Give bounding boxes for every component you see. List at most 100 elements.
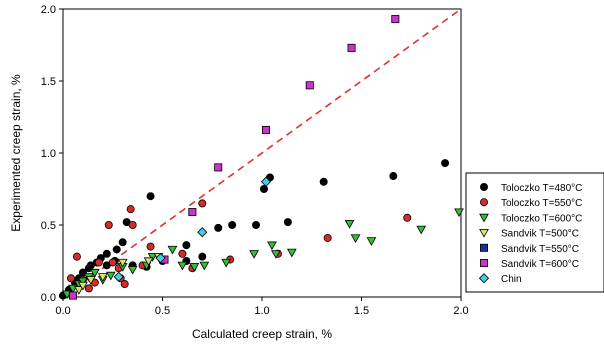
y-tick-label: 1.0 xyxy=(41,148,56,160)
data-point xyxy=(120,280,129,289)
legend-label: Sandvik T=600°C xyxy=(501,259,579,270)
data-point xyxy=(347,43,356,52)
data-point xyxy=(105,271,116,281)
data-point xyxy=(214,223,223,232)
legend-label: Chin xyxy=(501,274,522,285)
data-point xyxy=(260,176,272,187)
data-point xyxy=(104,220,113,229)
data-point xyxy=(261,125,270,134)
data-point xyxy=(102,249,111,258)
data-point xyxy=(199,261,210,271)
data-point xyxy=(97,273,108,282)
data-point xyxy=(78,281,88,291)
data-point xyxy=(271,250,281,259)
data-point xyxy=(68,291,77,300)
x-tick-label: 0.0 xyxy=(55,305,70,317)
series-6 xyxy=(113,176,272,282)
y-tick-label: 0.0 xyxy=(41,292,56,304)
y-tick-label: 1.5 xyxy=(41,76,56,88)
x-tick-label: 0.5 xyxy=(155,305,170,317)
data-point xyxy=(350,234,361,243)
data-point xyxy=(74,286,84,295)
data-point xyxy=(182,241,191,250)
data-point xyxy=(72,252,81,261)
legend-label: Sandvik T=550°C xyxy=(501,244,579,255)
x-tick-label: 1.5 xyxy=(354,305,369,317)
data-point xyxy=(113,271,124,282)
data-point xyxy=(197,227,208,238)
legend-label: Sandvik T=500°C xyxy=(501,229,579,240)
data-point xyxy=(94,258,103,267)
legend-label: Toloczko T=480°C xyxy=(501,183,582,194)
data-point xyxy=(252,220,261,229)
legend-marker xyxy=(479,243,488,252)
data-point xyxy=(323,233,332,242)
legend-marker xyxy=(479,228,489,238)
data-point xyxy=(286,248,297,258)
x-tick-label: 1.0 xyxy=(254,305,269,317)
data-point xyxy=(128,220,137,229)
y-tick-label: 0.5 xyxy=(41,220,56,232)
data-point xyxy=(189,263,200,272)
x-tick-label: 2.0 xyxy=(453,305,468,317)
data-point xyxy=(78,277,88,287)
data-point xyxy=(117,258,128,268)
y-tick-label: 2.0 xyxy=(41,4,56,16)
data-point xyxy=(454,208,464,218)
data-point xyxy=(155,253,166,264)
data-point xyxy=(89,268,100,278)
legend-marker xyxy=(479,198,488,207)
data-point xyxy=(167,245,178,255)
data-point xyxy=(416,225,427,235)
data-point xyxy=(267,241,277,251)
data-point xyxy=(84,284,93,293)
data-point xyxy=(112,245,121,254)
data-point xyxy=(127,266,138,275)
legend-label: Toloczko T=600°C xyxy=(501,213,582,224)
series-1 xyxy=(66,199,412,293)
data-point xyxy=(228,220,237,229)
data-point xyxy=(319,177,328,186)
data-point xyxy=(66,274,75,283)
series-2 xyxy=(62,208,464,300)
data-point xyxy=(249,250,259,259)
legend-marker xyxy=(479,213,489,223)
data-point xyxy=(366,237,377,246)
data-point xyxy=(305,81,314,90)
legend-marker xyxy=(479,182,488,191)
data-point xyxy=(259,184,268,193)
data-point xyxy=(108,258,117,267)
y-axis-title: Experimented creep strain, % xyxy=(9,74,23,232)
data-point xyxy=(178,249,187,258)
series-5 xyxy=(68,15,400,300)
x-axis-title: Calculated creep strain, % xyxy=(192,327,332,341)
data-point xyxy=(214,163,223,172)
axes: 0.0 0.5 1.0 1.5 2.0 0.0 0.5 1.0 1.5 2.0 Calculated… xyxy=(9,4,469,341)
data-point xyxy=(198,199,207,208)
data-point xyxy=(221,258,232,268)
data-point xyxy=(441,159,450,168)
data-point xyxy=(85,276,96,285)
data-point xyxy=(283,218,292,227)
data-point xyxy=(147,253,158,262)
data-point xyxy=(198,252,207,261)
data-point xyxy=(188,208,197,217)
data-point xyxy=(146,242,155,251)
legend-box xyxy=(465,172,604,293)
data-point xyxy=(126,205,135,214)
data-point xyxy=(391,15,400,24)
data-point xyxy=(118,238,127,247)
reference-line xyxy=(62,8,462,298)
plot-area xyxy=(59,8,464,300)
data-point xyxy=(143,257,154,267)
legend-marker xyxy=(479,258,488,267)
legend-label: Toloczko T=550°C xyxy=(501,198,582,209)
data-point xyxy=(146,192,155,201)
legend: Toloczko T=480°C Toloczko T=550°C Toloczko… xyxy=(465,172,604,293)
data-point xyxy=(389,172,398,181)
data-point xyxy=(344,219,355,229)
data-point xyxy=(177,261,188,271)
data-point xyxy=(403,213,412,222)
legend-marker xyxy=(478,273,490,284)
